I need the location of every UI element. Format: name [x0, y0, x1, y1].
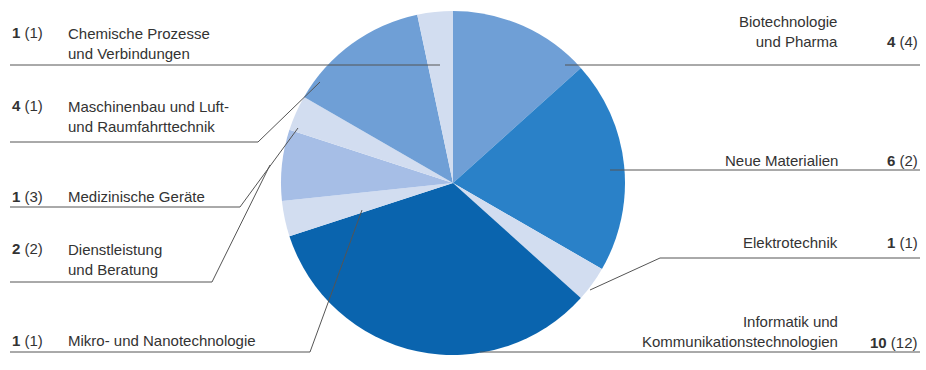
- svg-text:1 (1): 1 (1): [887, 234, 918, 251]
- svg-text:6 (2): 6 (2): [887, 152, 918, 169]
- svg-text:Neue Materialien: Neue Materialien: [725, 152, 838, 169]
- svg-text:Medizinische Geräte: Medizinische Geräte: [68, 188, 205, 205]
- svg-text:4 (4): 4 (4): [887, 33, 918, 50]
- svg-text:1 (1): 1 (1): [12, 332, 43, 349]
- svg-text:Elektrotechnik: Elektrotechnik: [743, 234, 838, 251]
- svg-text:Informatik undKommunikationste: Informatik undKommunikationstechnologien: [642, 313, 838, 350]
- svg-text:10 (12): 10 (12): [870, 334, 918, 351]
- svg-text:Chemische Prozesseund Verbindu: Chemische Prozesseund Verbindungen: [68, 25, 210, 62]
- svg-text:1 (1): 1 (1): [12, 24, 43, 41]
- svg-text:Mikro- und Nanotechnologie: Mikro- und Nanotechnologie: [68, 332, 256, 349]
- svg-text:2 (2): 2 (2): [12, 240, 43, 257]
- svg-text:4 (1): 4 (1): [12, 97, 43, 114]
- svg-text:Biotechnologieund Pharma: Biotechnologieund Pharma: [739, 13, 838, 50]
- svg-text:Dienstleistungund Beratung: Dienstleistungund Beratung: [68, 241, 162, 278]
- svg-text:Maschinenbau und Luft-und Raum: Maschinenbau und Luft-und Raumfahrttechn…: [68, 98, 229, 135]
- svg-text:1 (3): 1 (3): [12, 188, 43, 205]
